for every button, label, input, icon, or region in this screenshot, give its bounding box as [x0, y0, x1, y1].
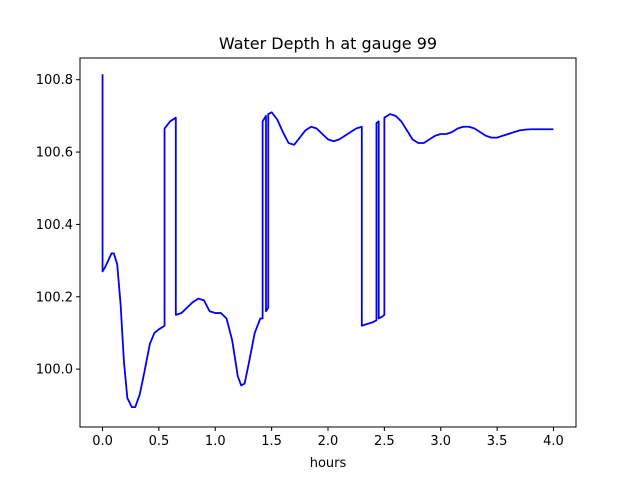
- x-tick-label: 2.0: [318, 434, 339, 449]
- chart-title: Water Depth h at gauge 99: [219, 34, 437, 53]
- x-tick-label: 3.5: [487, 434, 508, 449]
- plot-area: [101, 74, 554, 409]
- x-tick-label: 1.0: [205, 434, 226, 449]
- y-tick-label: 100.2: [36, 290, 73, 305]
- series-line-0: [101, 74, 554, 409]
- plot-frame: [79, 57, 577, 428]
- y-tick-label: 100.4: [36, 218, 73, 233]
- y-tick-label: 100.8: [36, 73, 73, 88]
- x-tick-label: 3.0: [430, 434, 451, 449]
- x-axis: 0.0 0.5 1.0 1.5 2.0 2.5 3.0 3.5 4.0: [92, 427, 564, 449]
- x-axis-label: hours: [310, 456, 347, 471]
- y-tick-label: 100.6: [36, 146, 73, 161]
- y-axis: 100.0 100.2 100.4 100.6 100.8: [36, 73, 80, 378]
- x-tick-label: 2.5: [374, 434, 395, 449]
- x-tick-label: 0.0: [92, 434, 113, 449]
- x-tick-label: 1.5: [261, 434, 282, 449]
- y-tick-label: 100.0: [36, 363, 73, 378]
- x-tick-label: 0.5: [149, 434, 170, 449]
- x-tick-label: 4.0: [543, 434, 564, 449]
